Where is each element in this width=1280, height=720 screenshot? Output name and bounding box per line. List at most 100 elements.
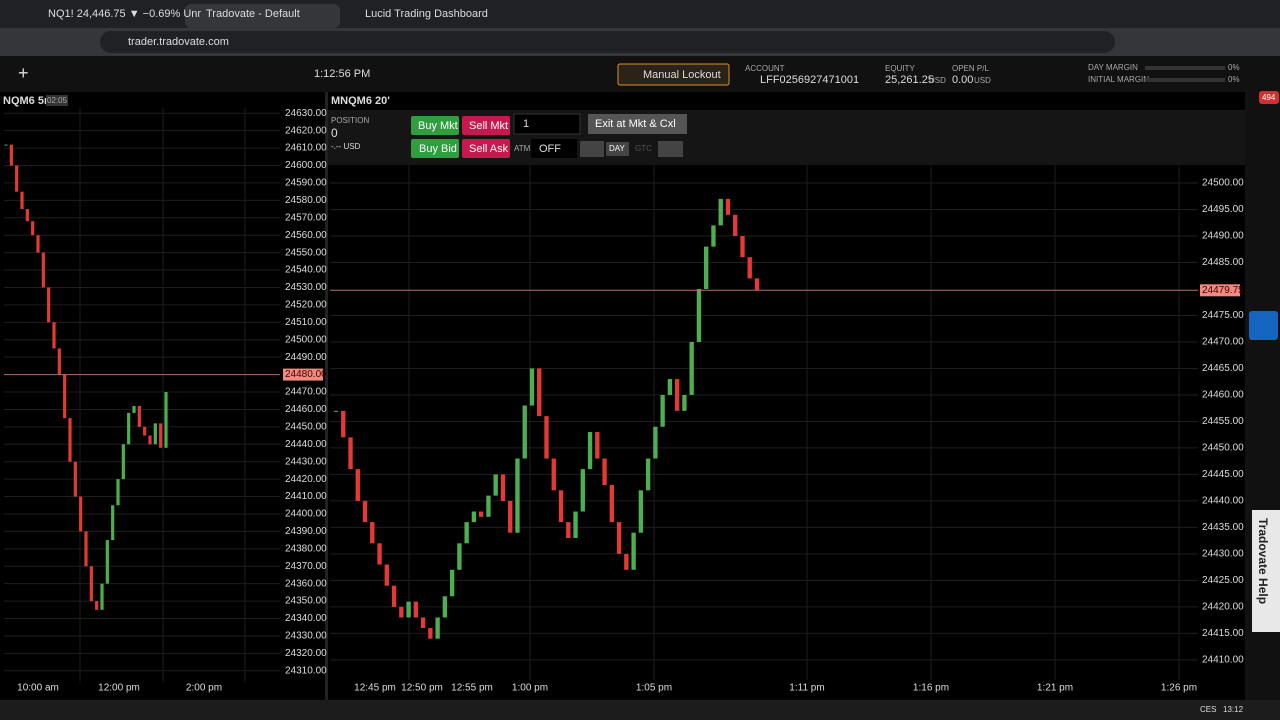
help-tab[interactable]	[1252, 510, 1280, 632]
taskbar-clock: 13:12	[1223, 705, 1244, 714]
candle	[740, 235, 745, 258]
x-tick-label: 12:50 pm	[401, 683, 443, 694]
button-label[interactable]: Exit at Mkt & Cxl	[595, 118, 676, 130]
symbol[interactable]: MNQM6 20'	[331, 95, 390, 107]
gear-button[interactable]	[658, 141, 683, 157]
button-label[interactable]: Buy Bid	[419, 143, 457, 155]
sell-ask-button[interactable]	[462, 139, 510, 158]
y-tick-label: 24370.00	[285, 561, 327, 572]
y-tick-label: 24460.00	[1202, 390, 1244, 401]
candle	[399, 606, 404, 618]
candle	[711, 225, 716, 247]
x-tick-label: 1:00 pm	[512, 683, 548, 694]
candle	[493, 474, 498, 496]
candle	[143, 426, 147, 436]
atm-label: ATM	[514, 144, 531, 153]
buy-mkt-button[interactable]	[411, 116, 459, 135]
margin-bar	[1145, 78, 1225, 82]
candle	[696, 288, 702, 342]
qty-field[interactable]	[513, 113, 581, 135]
y-tick-label: 24460.00	[285, 404, 327, 415]
active-tab[interactable]	[185, 4, 340, 28]
candle	[384, 564, 389, 586]
candle	[153, 423, 157, 445]
gear-button[interactable]	[580, 141, 604, 157]
pl: -.-- USD	[331, 142, 361, 151]
x-tick-label: 1:21 pm	[1037, 683, 1073, 694]
qty[interactable]: 1	[523, 118, 529, 130]
y-tick-label: 24485.00	[1202, 257, 1244, 268]
tab[interactable]: NQ1! 24,446.75 ▼ −0.69% Unr	[48, 8, 201, 20]
account[interactable]: LFF0256927471001	[760, 74, 859, 86]
gtc[interactable]: GTC	[635, 144, 652, 153]
day[interactable]: DAY	[609, 144, 626, 153]
sell-mkt-button[interactable]	[462, 116, 510, 135]
exit-button[interactable]	[588, 114, 687, 134]
candle	[47, 287, 51, 323]
open-pl-label: OPEN P/L	[952, 64, 989, 73]
candle	[413, 601, 419, 618]
badge-bg	[1259, 91, 1279, 104]
url[interactable]: trader.tradovate.com	[128, 36, 229, 48]
candle	[667, 379, 673, 395]
symbol[interactable]: NQM6 5m	[3, 95, 54, 107]
add-icon[interactable]: +	[18, 63, 29, 83]
candle	[435, 617, 440, 639]
candle	[333, 410, 339, 412]
url-field[interactable]	[100, 31, 1115, 53]
x-tick-label: 12:45 pm	[354, 683, 396, 694]
atm-select[interactable]	[531, 139, 577, 158]
y-tick-label: 24580.00	[285, 195, 327, 206]
candle	[57, 348, 61, 375]
candle	[105, 540, 109, 584]
tab[interactable]: Lucid Trading Dashboard	[365, 8, 488, 20]
shield-button[interactable]	[1249, 311, 1278, 340]
help[interactable]: Tradovate Help	[1256, 518, 1270, 604]
candle	[341, 410, 346, 438]
open-pl: 0.00	[952, 74, 973, 86]
atm[interactable]: OFF	[539, 143, 561, 155]
candle	[718, 198, 723, 226]
y-tick-label: 24495.00	[1202, 204, 1244, 215]
lockout-button[interactable]	[617, 63, 730, 86]
button-label[interactable]: Buy Mkt	[418, 120, 458, 132]
lang: CES	[1200, 705, 1216, 714]
account-label: ACCOUNT	[745, 64, 785, 73]
y-tick-label: 24500.00	[1202, 178, 1244, 189]
y-tick-label: 24465.00	[1202, 363, 1244, 374]
y-tick-label: 24380.00	[285, 543, 327, 554]
candle	[725, 198, 731, 215]
candle	[486, 495, 491, 517]
tab[interactable]: Tradovate - Default	[206, 8, 300, 20]
margin-bar	[1145, 66, 1225, 70]
y-tick-label: 24320.00	[285, 648, 327, 659]
candle	[159, 423, 163, 448]
button-label[interactable]: Sell Mkt	[469, 120, 508, 132]
initial-margin-label: INITIAL MARGIN	[1088, 75, 1149, 84]
candle	[89, 566, 93, 602]
candle	[645, 458, 651, 491]
candle	[25, 209, 29, 222]
buy-bid-button[interactable]	[411, 139, 459, 158]
x-tick-label: 1:26 pm	[1161, 683, 1197, 694]
day-button[interactable]	[606, 142, 629, 156]
candle	[689, 341, 694, 395]
candle	[370, 522, 375, 544]
y-tick-label: 24550.00	[285, 247, 327, 258]
candle	[79, 496, 83, 532]
y-tick-label: 24570.00	[285, 212, 327, 223]
button-label[interactable]: Sell Ask	[469, 143, 509, 155]
y-tick-label: 24560.00	[285, 230, 327, 241]
candle	[449, 569, 455, 597]
candle	[558, 490, 564, 523]
price-tag	[283, 368, 323, 381]
candle	[406, 601, 411, 618]
candle	[660, 394, 665, 427]
y-tick-label: 24415.00	[1202, 628, 1244, 639]
lockout-label[interactable]: Manual Lockout	[643, 69, 721, 81]
candle	[420, 617, 426, 629]
candle	[471, 511, 477, 523]
candle	[580, 469, 585, 512]
candle	[20, 191, 24, 210]
